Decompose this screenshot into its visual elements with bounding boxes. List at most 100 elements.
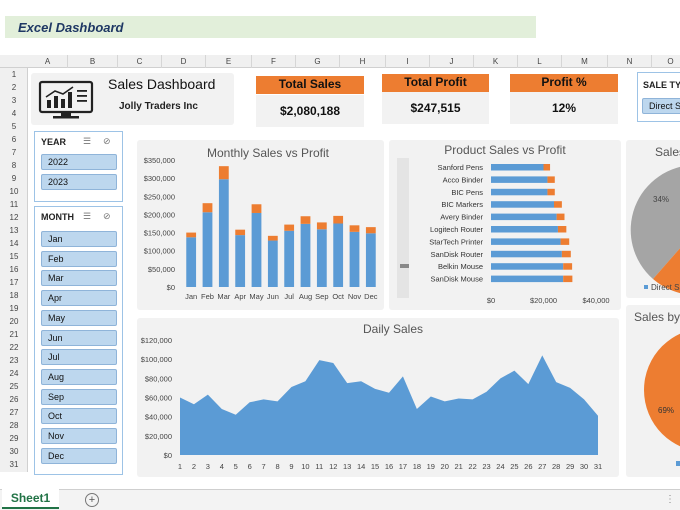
multi-select-icon[interactable]: ☰ — [83, 136, 92, 146]
year-item-2023[interactable]: 2023 — [41, 174, 117, 190]
month-item-may[interactable]: May — [41, 309, 117, 326]
column-header-D[interactable]: D — [162, 55, 206, 68]
clear-filter-icon[interactable]: ⊘ — [103, 211, 111, 221]
column-header-K[interactable]: K — [474, 55, 518, 68]
row-header-5[interactable]: 5 — [11, 122, 17, 131]
month-item-aug[interactable]: Aug — [41, 368, 117, 385]
column-header-B[interactable]: B — [68, 55, 118, 68]
row-header-1[interactable]: 1 — [11, 70, 17, 79]
row-header-27[interactable]: 27 — [9, 408, 19, 417]
clear-filter-icon[interactable]: ⊘ — [103, 136, 111, 146]
sale-type-slicer[interactable]: SALE TY Direct S — [637, 72, 680, 122]
x-tick-label: 29 — [566, 462, 574, 471]
row-header-31[interactable]: 31 — [9, 460, 19, 469]
daily-sales-area — [180, 355, 598, 455]
row-header-10[interactable]: 10 — [9, 187, 19, 196]
month-item-apr[interactable]: Apr — [41, 290, 117, 307]
product-label: Belkin Mouse — [438, 262, 483, 271]
month-item-sep[interactable]: Sep — [41, 388, 117, 405]
dashboard-title: Sales Dashboard — [108, 76, 216, 92]
row-header-23[interactable]: 23 — [9, 356, 19, 365]
row-header-3[interactable]: 3 — [11, 96, 17, 105]
column-header-J[interactable]: J — [430, 55, 474, 68]
row-header-8[interactable]: 8 — [11, 161, 17, 170]
sheet-tab-sheet1[interactable]: Sheet1 — [2, 489, 59, 509]
row-header-13[interactable]: 13 — [9, 226, 19, 235]
row-header-7[interactable]: 7 — [11, 148, 17, 157]
column-header-O[interactable]: O — [652, 55, 680, 68]
row-header-15[interactable]: 15 — [9, 252, 19, 261]
column-header-G[interactable]: G — [296, 55, 340, 68]
sale-type-title: SALE TY — [643, 80, 680, 90]
row-header-2[interactable]: 2 — [11, 83, 17, 92]
sale-type-item-direct[interactable]: Direct S — [642, 98, 680, 114]
multi-select-icon[interactable]: ☰ — [83, 211, 92, 221]
column-header-A[interactable]: A — [28, 55, 68, 68]
row-header-18[interactable]: 18 — [9, 291, 19, 300]
hbar-sales — [491, 176, 548, 183]
row-header-19[interactable]: 19 — [9, 304, 19, 313]
column-header-H[interactable]: H — [340, 55, 386, 68]
row-header-9[interactable]: 9 — [11, 174, 17, 183]
monitor-chart-icon — [38, 80, 94, 119]
column-header-C[interactable]: C — [118, 55, 162, 68]
month-item-jun[interactable]: Jun — [41, 329, 117, 346]
hbar-profit — [543, 164, 551, 171]
month-item-dec[interactable]: Dec — [41, 447, 117, 464]
sales-by-pie-title: Sales by — [634, 310, 680, 324]
month-item-mar[interactable]: Mar — [41, 270, 117, 287]
month-item-nov[interactable]: Nov — [41, 428, 117, 444]
bar-sales-sep — [316, 229, 327, 287]
kpi-total-profit-value: $247,515 — [382, 92, 489, 124]
kpi-total-profit-label: Total Profit — [382, 74, 489, 92]
month-item-jan[interactable]: Jan — [41, 231, 117, 247]
x-tick-label: 1 — [178, 462, 182, 471]
x-tick-label: 13 — [343, 462, 351, 471]
row-header-29[interactable]: 29 — [9, 434, 19, 443]
year-item-2022[interactable]: 2022 — [41, 154, 117, 170]
hbar-profit — [547, 188, 555, 196]
month-item-oct[interactable]: Oct — [41, 408, 117, 425]
row-header-14[interactable]: 14 — [9, 239, 19, 248]
more-options-icon[interactable]: ⋮ — [665, 494, 675, 505]
row-header-12[interactable]: 12 — [9, 213, 19, 222]
product-label: SanDisk Mouse — [430, 275, 483, 284]
row-header-6[interactable]: 6 — [11, 135, 17, 144]
column-header-E[interactable]: E — [206, 55, 252, 68]
add-sheet-button[interactable]: + — [85, 493, 99, 507]
column-header-I[interactable]: I — [386, 55, 430, 68]
row-header-26[interactable]: 26 — [9, 395, 19, 404]
row-header-30[interactable]: 30 — [9, 447, 19, 456]
y-tick-label: $60,000 — [145, 394, 172, 403]
row-header-17[interactable]: 17 — [9, 278, 19, 287]
row-header-24[interactable]: 24 — [9, 369, 19, 378]
bar-profit-jul — [284, 224, 295, 231]
x-tick-label: 26 — [524, 462, 532, 471]
y-tick-label: $300,000 — [144, 174, 175, 183]
hbar-sales — [491, 250, 562, 258]
x-tick-label: 14 — [357, 462, 365, 471]
column-header-M[interactable]: M — [562, 55, 608, 68]
y-tick-label: $100,000 — [144, 247, 175, 256]
column-header-L[interactable]: L — [518, 55, 562, 68]
bar-profit-nov — [349, 225, 360, 232]
x-tick-label: 20 — [441, 462, 449, 471]
month-item-feb[interactable]: Feb — [41, 250, 117, 267]
monthly-chart-title: Monthly Sales vs Profit — [206, 146, 330, 160]
y-tick-label: $250,000 — [144, 192, 175, 201]
row-header-28[interactable]: 28 — [9, 421, 19, 430]
row-header-20[interactable]: 20 — [9, 317, 19, 326]
row-header-11[interactable]: 11 — [9, 200, 19, 209]
bar-sales-apr — [235, 235, 246, 287]
row-header-16[interactable]: 16 — [9, 265, 19, 274]
bar-profit-jan — [186, 232, 197, 238]
row-header-22[interactable]: 22 — [9, 343, 19, 352]
column-header-F[interactable]: F — [252, 55, 296, 68]
row-header-4[interactable]: 4 — [11, 109, 17, 118]
month-item-jul[interactable]: Jul — [41, 349, 117, 366]
x-tick-label: $40,000 — [582, 296, 609, 305]
column-header-N[interactable]: N — [608, 55, 652, 68]
row-header-25[interactable]: 25 — [9, 382, 19, 391]
row-header-21[interactable]: 21 — [9, 330, 19, 339]
product-label: Logitech Router — [430, 225, 483, 234]
